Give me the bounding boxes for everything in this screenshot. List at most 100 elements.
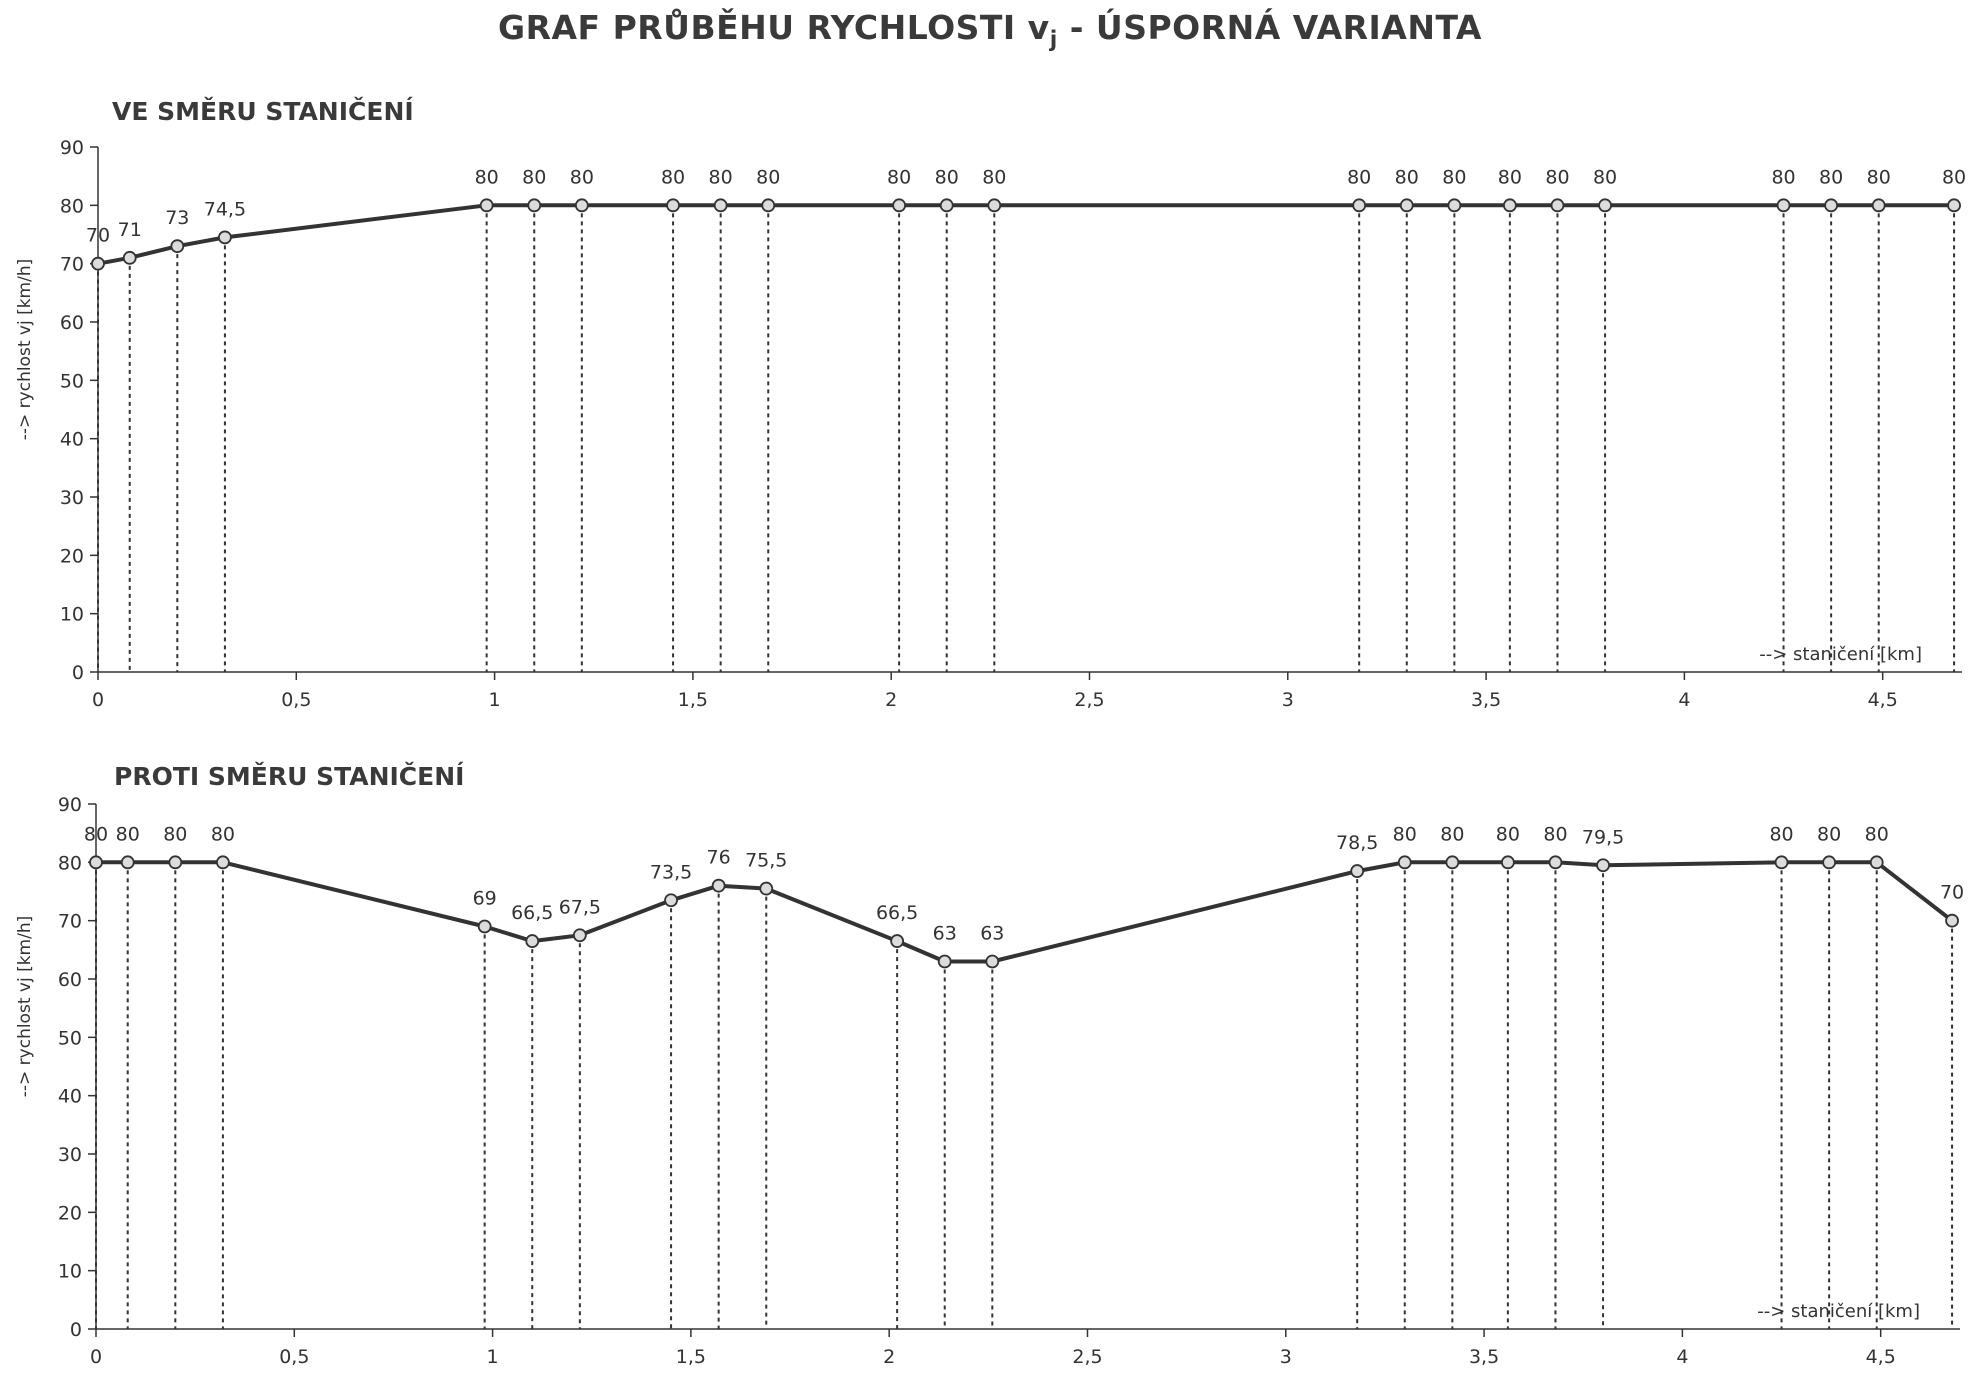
x-axis-label-forward: --> staničení [km] xyxy=(1759,644,1922,665)
data-point-reverse xyxy=(1548,855,1563,870)
data-point-reverse xyxy=(168,855,183,870)
y-tick-label-forward: 20 xyxy=(60,545,84,567)
data-label-forward: 74,5 xyxy=(204,198,246,220)
data-point-forward xyxy=(1352,198,1367,213)
page-title-subscript: j xyxy=(1049,27,1058,53)
y-tick-label-reverse: 50 xyxy=(58,1027,82,1049)
data-point-reverse xyxy=(1774,855,1789,870)
data-label-forward: 80 xyxy=(1942,166,1966,188)
data-label-forward: 80 xyxy=(661,166,685,188)
data-label-reverse: 80 xyxy=(1769,823,1793,845)
data-point-forward xyxy=(1447,198,1462,213)
data-label-forward: 80 xyxy=(1498,166,1522,188)
data-label-forward: 80 xyxy=(1593,166,1617,188)
data-label-forward: 73 xyxy=(165,207,189,229)
data-label-forward: 80 xyxy=(935,166,959,188)
y-tick-label-reverse: 30 xyxy=(58,1144,82,1166)
x-tick-label-forward: 2 xyxy=(885,689,897,711)
data-label-reverse: 66,5 xyxy=(876,902,918,924)
x-tick-label-reverse: 0 xyxy=(90,1346,102,1368)
data-label-reverse: 79,5 xyxy=(1582,826,1624,848)
data-point-reverse xyxy=(890,934,905,948)
y-tick-label-forward: 70 xyxy=(60,254,84,276)
data-label-reverse: 80 xyxy=(1440,823,1464,845)
x-tick-label-forward: 1,5 xyxy=(678,689,708,711)
data-point-reverse xyxy=(1445,855,1460,870)
data-point-reverse xyxy=(1596,858,1610,873)
y-tick-label-reverse: 40 xyxy=(58,1086,82,1108)
data-label-reverse: 66,5 xyxy=(511,902,553,924)
data-label-forward: 80 xyxy=(1545,166,1569,188)
data-label-reverse: 70 xyxy=(1940,882,1964,904)
data-label-reverse: 80 xyxy=(116,823,140,845)
data-point-forward xyxy=(479,198,494,213)
data-point-reverse xyxy=(664,893,678,908)
x-tick-label-forward: 0,5 xyxy=(281,689,311,711)
data-point-forward xyxy=(939,198,954,213)
data-label-reverse: 78,5 xyxy=(1336,832,1378,854)
data-label-forward: 80 xyxy=(887,166,911,188)
y-axis-label-reverse: --> rychlost vj [km/h] xyxy=(15,916,35,1098)
data-point-forward xyxy=(1776,198,1791,213)
data-label-forward: 80 xyxy=(1867,166,1891,188)
chart-title-reverse: PROTI SMĚRU STANIČENÍ xyxy=(114,762,465,791)
data-point-forward xyxy=(892,198,907,213)
data-point-reverse xyxy=(1822,855,1837,870)
data-point-forward xyxy=(1871,198,1886,213)
page-title-main: GRAF PRŮBĚHU RYCHLOSTI v xyxy=(498,8,1050,47)
x-tick-label-reverse: 4,5 xyxy=(1866,1346,1896,1368)
y-tick-label-forward: 60 xyxy=(60,312,84,334)
y-tick-label-forward: 40 xyxy=(60,429,84,451)
data-point-forward xyxy=(1824,198,1839,213)
x-tick-label-reverse: 2,5 xyxy=(1072,1346,1102,1368)
y-tick-label-forward: 80 xyxy=(60,195,84,217)
data-label-reverse: 80 xyxy=(1393,823,1417,845)
data-point-reverse xyxy=(477,919,492,934)
data-label-reverse: 80 xyxy=(163,823,187,845)
data-point-reverse xyxy=(985,954,1000,969)
data-point-forward xyxy=(1502,198,1517,213)
data-label-reverse: 69 xyxy=(473,888,497,910)
data-point-reverse xyxy=(89,855,103,870)
x-tick-label-reverse: 1 xyxy=(487,1346,499,1368)
data-point-reverse xyxy=(711,878,726,893)
data-point-reverse xyxy=(937,954,952,969)
data-point-forward xyxy=(170,239,185,254)
x-tick-label-forward: 3,5 xyxy=(1471,689,1501,711)
y-axis-label-forward: --> rychlost vj [km/h] xyxy=(15,259,35,441)
data-label-reverse: 73,5 xyxy=(650,861,692,883)
data-label-reverse: 80 xyxy=(1865,823,1889,845)
data-label-reverse: 63 xyxy=(933,923,957,945)
data-label-reverse: 75,5 xyxy=(745,850,787,872)
speed-line-reverse xyxy=(96,860,1954,964)
data-point-forward xyxy=(122,250,137,265)
y-tick-label-reverse: 60 xyxy=(58,969,82,991)
data-point-reverse xyxy=(572,928,587,943)
data-label-reverse: 80 xyxy=(1817,823,1841,845)
data-label-reverse: 80 xyxy=(1496,823,1520,845)
data-label-reverse: 67,5 xyxy=(559,896,601,918)
data-point-reverse xyxy=(216,855,230,870)
data-label-forward: 80 xyxy=(1442,166,1466,188)
data-point-reverse xyxy=(1500,855,1515,870)
chart-title-forward: VE SMĚRU STANIČENÍ xyxy=(112,97,414,126)
page-title-tail: - ÚSPORNÁ VARIANTA xyxy=(1057,8,1482,47)
y-tick-label-reverse: 70 xyxy=(58,911,82,933)
x-tick-label-forward: 1 xyxy=(489,689,501,711)
x-tick-label-forward: 2,5 xyxy=(1074,689,1104,711)
data-point-reverse xyxy=(1397,855,1412,870)
data-point-forward xyxy=(713,198,728,213)
data-label-forward: 80 xyxy=(1819,166,1843,188)
y-tick-label-reverse: 10 xyxy=(58,1261,82,1283)
x-tick-label-reverse: 4 xyxy=(1676,1346,1688,1368)
y-tick-label-reverse: 0 xyxy=(70,1319,82,1341)
x-tick-label-forward: 0 xyxy=(92,689,104,711)
x-tick-label-forward: 3 xyxy=(1282,689,1294,711)
data-point-forward xyxy=(761,198,776,213)
y-tick-label-forward: 10 xyxy=(60,604,84,626)
x-tick-label-forward: 4 xyxy=(1678,689,1690,711)
data-label-forward: 80 xyxy=(522,166,546,188)
data-label-forward: 80 xyxy=(570,166,594,188)
page-title: GRAF PRŮBĚHU RYCHLOSTI vj - ÚSPORNÁ VARI… xyxy=(0,8,1980,53)
